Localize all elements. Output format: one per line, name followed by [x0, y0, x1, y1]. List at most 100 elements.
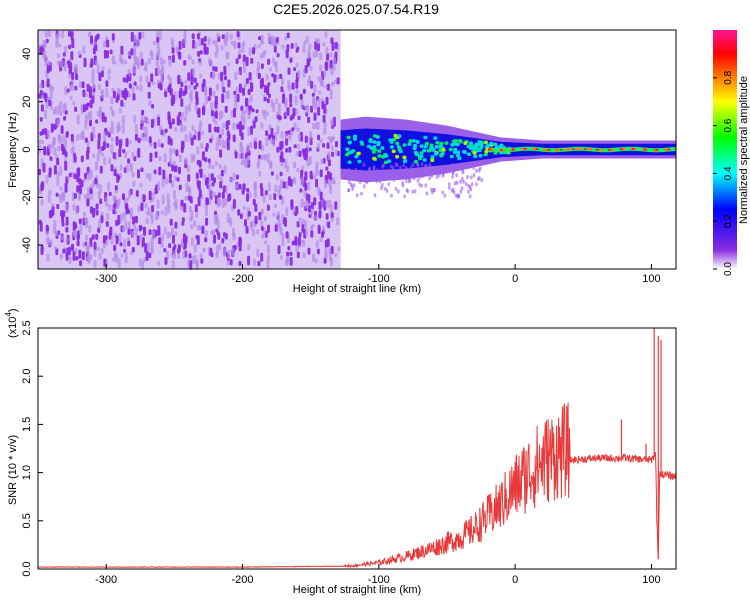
noise-cell [91, 234, 95, 240]
signal-speck [393, 171, 396, 175]
noise-cell [53, 147, 57, 156]
noise-cell [100, 152, 104, 157]
noise-cell [221, 191, 225, 199]
signal-blob [372, 145, 377, 149]
noise-cell [157, 116, 161, 126]
noise-cell [65, 226, 69, 233]
signal-blob [383, 160, 388, 165]
noise-cell [329, 89, 333, 100]
noise-cell [65, 237, 69, 243]
signal-speck [468, 164, 471, 169]
noise-cell [195, 82, 199, 87]
noise-cell [319, 64, 323, 73]
noise-cell [183, 60, 187, 66]
noise-cell [83, 211, 86, 217]
noise-cell [304, 135, 308, 144]
noise-cell [322, 42, 326, 47]
noise-cell [220, 110, 224, 119]
noise-cell [171, 227, 174, 235]
noise-cell [115, 136, 119, 146]
noise-cell [145, 75, 149, 83]
signal-speck [390, 193, 393, 198]
noise-cell [180, 114, 184, 120]
noise-cell [110, 96, 114, 105]
noise-cell [263, 96, 267, 102]
noise-cell [282, 93, 285, 104]
noise-cell [305, 36, 309, 44]
signal-blob [353, 137, 357, 141]
noise-cell [227, 62, 231, 67]
noise-cell [89, 119, 92, 127]
noise-cell [133, 65, 137, 74]
noise-cell [56, 170, 60, 180]
signal-speck [408, 178, 412, 183]
signal-speck [475, 182, 478, 187]
noise-cell [84, 92, 88, 98]
snr-panel: -300 -200 -100 0 100 0.0 0.5 1.0 1.5 2.0 2.5 Heig… [4, 308, 677, 596]
snr-x-axis-label: Height of straight line (km) [293, 584, 421, 596]
noise-cell [157, 181, 161, 191]
signal-speck [455, 193, 458, 198]
noise-cell [173, 251, 176, 260]
noise-cell [97, 246, 101, 252]
spectrogram-x-axis-label: Height of straight line (km) [293, 283, 421, 295]
noise-cell [182, 90, 186, 97]
noise-cell [101, 89, 105, 99]
signal-blob [453, 149, 458, 154]
noise-cell [151, 205, 155, 212]
noise-cell [218, 164, 222, 170]
noise-cell [39, 117, 43, 122]
noise-cell [110, 164, 114, 172]
noise-cell [50, 212, 54, 217]
noise-cell [106, 39, 110, 48]
noise-cell [138, 258, 142, 267]
signal-speck [380, 186, 383, 191]
noise-cell [103, 258, 107, 267]
noise-cell [75, 256, 79, 261]
signal-speck [356, 193, 359, 198]
noise-cell [252, 47, 256, 55]
noise-cell [51, 86, 55, 91]
noise-cell [210, 192, 214, 198]
signal-blob [346, 135, 351, 140]
noise-cell [257, 61, 260, 71]
noise-cell [264, 190, 268, 196]
noise-cell [164, 128, 168, 133]
noise-cell [216, 231, 220, 236]
noise-cell [184, 195, 188, 201]
noise-cell [129, 207, 133, 216]
noise-cell [72, 203, 76, 211]
noise-cell [108, 157, 112, 165]
noise-cell [272, 35, 276, 41]
noise-cell [295, 89, 299, 94]
signal-blob [423, 144, 428, 149]
noise-cell [212, 90, 216, 98]
signal-speck [373, 193, 377, 198]
noise-cell [279, 255, 283, 260]
noise-cell [111, 257, 115, 262]
noise-cell [118, 108, 122, 114]
figure-title: C2E5.2026.025.07.54.R19 [273, 1, 439, 17]
noise-cell [212, 66, 216, 71]
noise-cell [139, 51, 143, 60]
noise-cell [130, 48, 134, 56]
noise-cell [327, 159, 331, 167]
noise-cell [132, 180, 136, 187]
noise-cell [217, 36, 221, 42]
signal-speck [443, 168, 447, 173]
noise-cell [238, 260, 242, 267]
noise-cell [183, 34, 187, 45]
noise-cell [180, 81, 184, 88]
signal-peak-green [487, 146, 677, 153]
noise-cell [201, 151, 205, 161]
signal-blob [345, 152, 349, 157]
noise-cell [88, 224, 92, 233]
noise-cell [177, 74, 181, 85]
noise-cell [281, 239, 285, 247]
noise-cell [331, 135, 335, 140]
noise-cell [171, 260, 175, 269]
noise-cell [283, 217, 287, 227]
noise-cell [121, 124, 125, 134]
noise-cell [314, 38, 318, 43]
noise-cell [181, 221, 185, 226]
